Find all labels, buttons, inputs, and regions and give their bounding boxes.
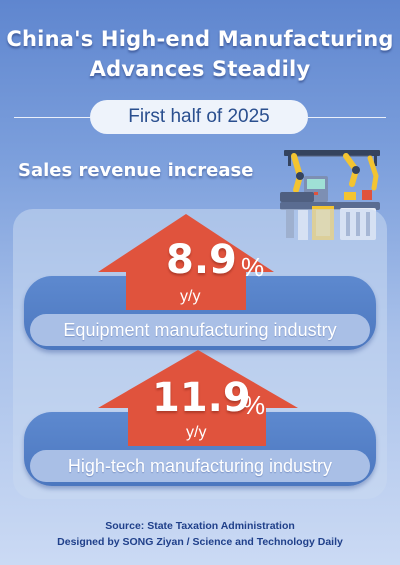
footer-credit: Designed by SONG Ziyan / Science and Tec… [57,536,343,548]
footer-source: Source: State Taxation Administration [105,520,295,532]
title-line-2: Advances Steadily [89,57,311,81]
metric-change-label: y/y [186,424,207,441]
metric-value: 8.9 [166,237,237,283]
up-arrow-icon [98,350,298,446]
period-badge: First half of 2025 [90,100,308,134]
metric-label: Equipment manufacturing industry [30,314,370,346]
metric-unit: % [241,252,265,282]
section-subtitle: Sales revenue increase [18,160,254,181]
metric-unit: % [242,390,266,420]
metric-value: 11.9 [152,375,251,421]
title-line-1: China's High-end Manufacturing [6,27,394,51]
metric-change-label: y/y [180,288,201,305]
divider-right [308,117,386,118]
metric-label: High-tech manufacturing industry [30,450,370,482]
divider-left [14,117,90,118]
up-arrow-icon [98,214,274,310]
